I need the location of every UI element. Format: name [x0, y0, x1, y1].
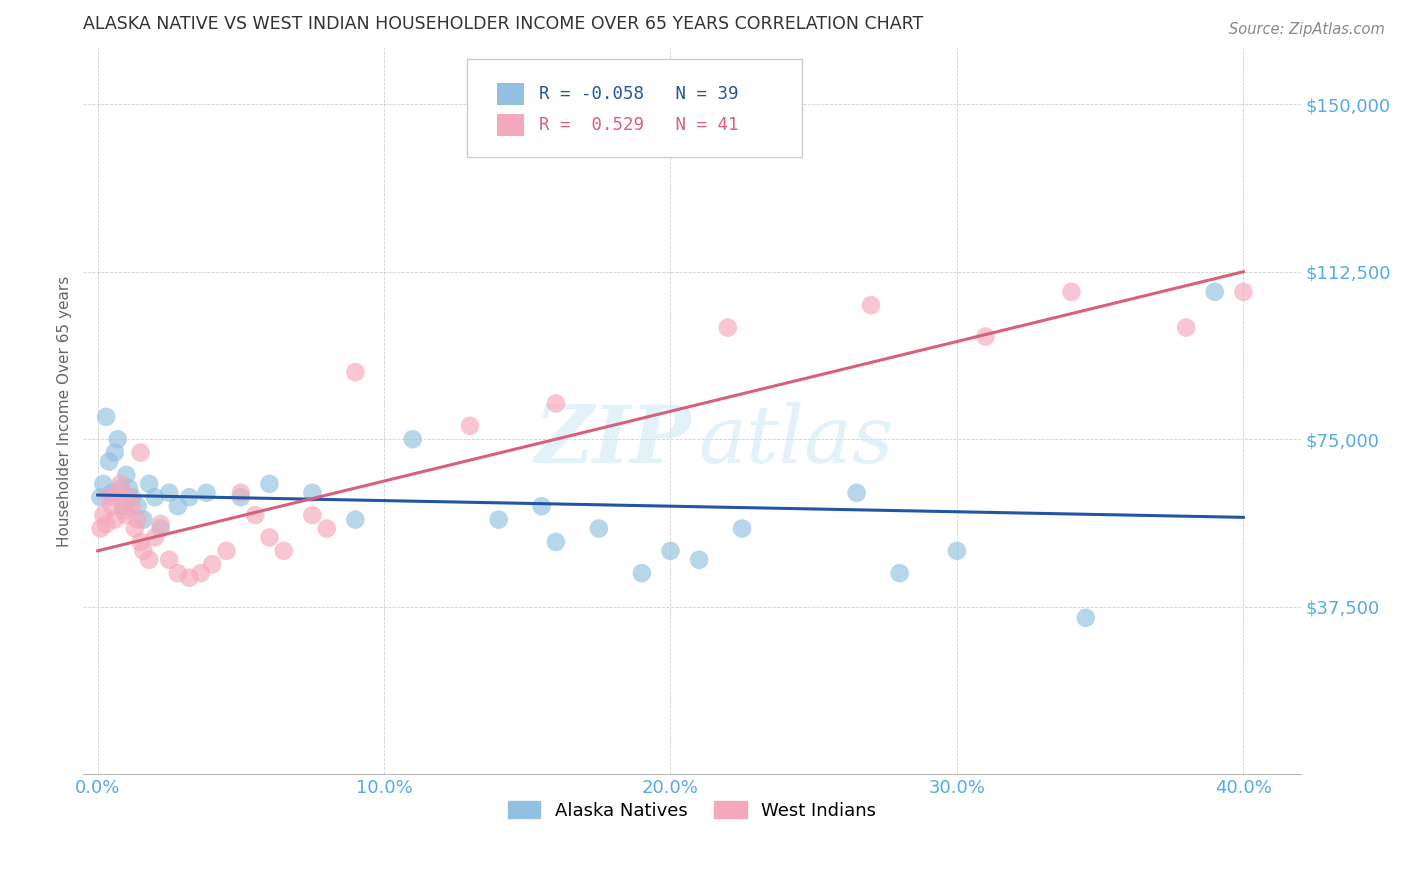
Point	[588, 522, 610, 536]
Point	[132, 512, 155, 526]
Point	[195, 485, 218, 500]
Point	[112, 499, 135, 513]
Point	[301, 485, 323, 500]
Point	[143, 531, 166, 545]
Point	[688, 553, 710, 567]
Point	[273, 544, 295, 558]
Y-axis label: Householder Income Over 65 years: Householder Income Over 65 years	[58, 276, 72, 547]
Text: R = -0.058   N = 39: R = -0.058 N = 39	[538, 85, 738, 103]
Point	[118, 490, 141, 504]
Point	[121, 499, 143, 513]
Point	[129, 445, 152, 459]
Point	[229, 490, 252, 504]
Point	[110, 476, 132, 491]
Point	[107, 485, 129, 500]
Point	[143, 490, 166, 504]
Legend: Alaska Natives, West Indians: Alaska Natives, West Indians	[501, 794, 883, 827]
Point	[179, 490, 201, 504]
Text: ALASKA NATIVE VS WEST INDIAN HOUSEHOLDER INCOME OVER 65 YEARS CORRELATION CHART: ALASKA NATIVE VS WEST INDIAN HOUSEHOLDER…	[83, 15, 924, 33]
Text: ZIP: ZIP	[536, 401, 692, 479]
Point	[89, 522, 111, 536]
Point	[149, 516, 172, 531]
Point	[96, 409, 118, 424]
Point	[104, 512, 127, 526]
Point	[115, 508, 138, 522]
Point	[107, 432, 129, 446]
Point	[201, 558, 224, 572]
Point	[1204, 285, 1226, 299]
Point	[630, 566, 652, 581]
Point	[1175, 320, 1198, 334]
Point	[259, 476, 281, 491]
Point	[124, 522, 146, 536]
Point	[974, 329, 997, 343]
Point	[315, 522, 337, 536]
Point	[659, 544, 682, 558]
Point	[112, 503, 135, 517]
Point	[101, 485, 124, 500]
Point	[544, 396, 567, 410]
Point	[946, 544, 969, 558]
Point	[731, 522, 754, 536]
Point	[215, 544, 238, 558]
Point	[166, 566, 188, 581]
Point	[179, 571, 201, 585]
Point	[149, 522, 172, 536]
Point	[127, 512, 149, 526]
Point	[101, 499, 124, 513]
Text: atlas: atlas	[697, 401, 893, 479]
Point	[118, 481, 141, 495]
Point	[402, 432, 425, 446]
Point	[93, 476, 115, 491]
Point	[1060, 285, 1083, 299]
Point	[157, 553, 180, 567]
Point	[129, 535, 152, 549]
Point	[98, 454, 121, 468]
Point	[115, 467, 138, 482]
Point	[859, 298, 882, 312]
Point	[301, 508, 323, 522]
Point	[344, 512, 367, 526]
Point	[98, 490, 121, 504]
Bar	[498, 83, 524, 105]
Point	[1074, 611, 1097, 625]
Point	[889, 566, 911, 581]
Point	[157, 485, 180, 500]
Text: R =  0.529   N = 41: R = 0.529 N = 41	[538, 116, 738, 134]
FancyBboxPatch shape	[467, 60, 801, 157]
Point	[544, 535, 567, 549]
Point	[190, 566, 212, 581]
Point	[488, 512, 510, 526]
Point	[166, 499, 188, 513]
Point	[127, 499, 149, 513]
Point	[717, 320, 740, 334]
Point	[138, 553, 160, 567]
Point	[104, 445, 127, 459]
Bar	[498, 114, 524, 136]
Point	[344, 365, 367, 379]
Text: Source: ZipAtlas.com: Source: ZipAtlas.com	[1229, 22, 1385, 37]
Point	[110, 481, 132, 495]
Point	[458, 418, 481, 433]
Point	[89, 490, 111, 504]
Point	[229, 485, 252, 500]
Point	[138, 476, 160, 491]
Point	[93, 508, 115, 522]
Point	[121, 490, 143, 504]
Point	[845, 485, 868, 500]
Point	[132, 544, 155, 558]
Point	[96, 516, 118, 531]
Point	[259, 531, 281, 545]
Point	[530, 499, 553, 513]
Point	[1232, 285, 1254, 299]
Point	[243, 508, 266, 522]
